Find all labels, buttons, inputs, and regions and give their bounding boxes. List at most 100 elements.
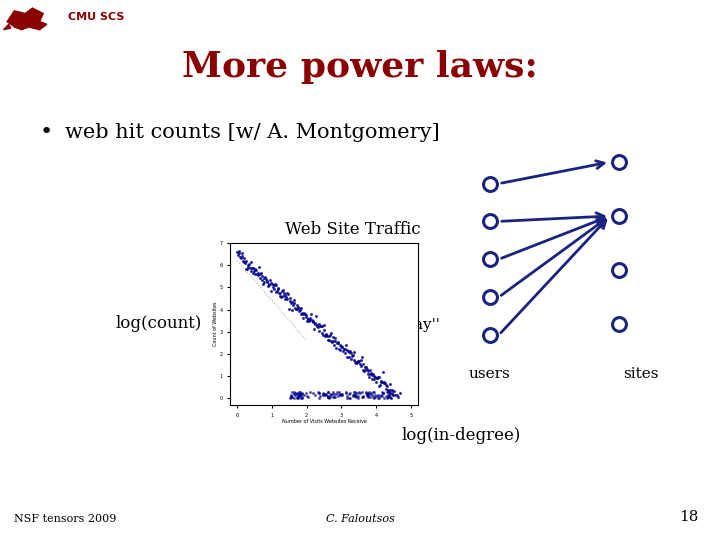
Point — [285, 392, 297, 400]
Point — [330, 393, 341, 402]
Point — [385, 394, 397, 402]
Point — [378, 379, 390, 388]
Point — [291, 305, 302, 313]
Point — [381, 381, 392, 390]
Point — [293, 392, 305, 400]
Point — [267, 283, 279, 292]
Point — [285, 299, 297, 307]
Point — [364, 393, 376, 402]
Point — [261, 276, 272, 285]
Point — [312, 322, 324, 331]
Point — [346, 352, 358, 360]
Point — [373, 390, 384, 399]
Point — [336, 342, 348, 351]
Point — [382, 393, 394, 402]
Point — [264, 280, 275, 289]
Text: Zipf: Zipf — [302, 275, 343, 293]
Point — [336, 390, 348, 399]
Point — [382, 387, 393, 396]
Point — [269, 281, 280, 289]
Point — [288, 388, 300, 397]
Point — [269, 280, 281, 289]
Point — [362, 389, 374, 397]
Point — [291, 389, 302, 398]
Point — [236, 252, 248, 260]
Point — [288, 299, 300, 308]
Point — [274, 288, 286, 297]
Point — [317, 391, 328, 400]
Point — [377, 367, 389, 376]
Point — [302, 393, 313, 401]
Point — [293, 388, 305, 396]
Point — [246, 264, 258, 272]
Point — [282, 295, 293, 303]
Point — [360, 366, 372, 374]
Point — [335, 340, 346, 349]
Point — [350, 359, 361, 367]
Point — [316, 328, 328, 337]
Point — [324, 331, 336, 340]
Point — [355, 355, 366, 364]
Point — [292, 303, 304, 312]
Point — [324, 394, 336, 402]
Point — [384, 393, 396, 401]
Point — [370, 377, 382, 386]
Point — [341, 388, 352, 396]
Point — [253, 263, 265, 272]
Point — [359, 367, 370, 375]
Point — [359, 362, 371, 371]
Point — [296, 390, 307, 399]
Point — [318, 320, 330, 329]
Point — [273, 284, 284, 292]
Point — [241, 264, 253, 273]
Point — [329, 393, 341, 401]
Point — [326, 337, 338, 346]
Point — [270, 281, 282, 289]
Point — [300, 311, 311, 320]
Point — [256, 272, 268, 280]
Point — [271, 286, 283, 295]
Point — [298, 309, 310, 318]
Text: 18: 18 — [679, 510, 698, 524]
Point — [352, 392, 364, 401]
Point — [294, 306, 306, 314]
Point — [348, 391, 359, 400]
Point — [302, 392, 313, 401]
Point — [345, 354, 356, 363]
Point — [378, 389, 390, 397]
Point — [362, 389, 374, 398]
Point — [362, 393, 374, 402]
Point — [258, 273, 270, 282]
Point — [303, 316, 315, 325]
Point — [374, 381, 386, 389]
Text: users: users — [469, 367, 510, 381]
Point — [242, 261, 253, 269]
Point — [339, 349, 351, 357]
Point — [281, 289, 292, 298]
Point — [339, 345, 351, 354]
Text: Web Site Traffic: Web Site Traffic — [285, 221, 420, 238]
Point — [369, 373, 381, 382]
Point — [288, 390, 300, 399]
Point — [299, 309, 310, 318]
Point — [351, 392, 362, 400]
Point — [310, 312, 322, 321]
Point — [356, 393, 368, 401]
Point — [296, 309, 307, 318]
Point — [255, 274, 266, 282]
Point — [348, 392, 359, 400]
Point — [350, 390, 361, 399]
Point — [379, 377, 390, 386]
Point — [294, 392, 305, 401]
Point — [237, 256, 248, 265]
Point — [260, 275, 271, 284]
Point — [372, 394, 384, 402]
Point — [382, 394, 393, 402]
Point — [347, 390, 359, 399]
Point — [343, 348, 355, 356]
Point — [384, 379, 396, 388]
Point — [253, 271, 264, 279]
Point — [366, 370, 378, 379]
Point — [259, 272, 271, 281]
Point — [361, 367, 373, 375]
